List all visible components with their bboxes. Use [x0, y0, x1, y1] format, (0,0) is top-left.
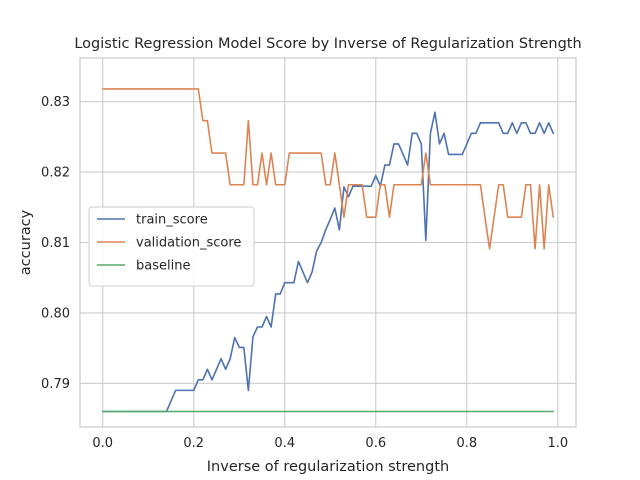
y-tick-label: 0.79	[41, 377, 70, 392]
series-lines	[101, 88, 555, 413]
legend-label: baseline	[136, 259, 190, 274]
x-tick-label: 0.6	[365, 436, 386, 451]
x-tick-labels: 0.0 0.2 0.4 0.6 0.8 1.0	[92, 436, 568, 451]
legend-label: train_score	[136, 213, 208, 228]
y-tick-label: 0.83	[41, 95, 70, 110]
x-tick-label: 0.0	[92, 436, 113, 451]
x-tick-label: 0.2	[183, 436, 204, 451]
legend-entry: train_score	[97, 213, 208, 228]
x-tick-label: 0.8	[456, 436, 477, 451]
x-axis-label: Inverse of regularization strength	[207, 459, 449, 475]
y-tick-label: 0.82	[41, 166, 70, 181]
y-axis-label: accuracy	[18, 209, 34, 275]
legend-box	[88, 206, 255, 287]
y-tick-labels: 0.79 0.80 0.81 0.82 0.83	[41, 95, 70, 392]
legend: train_score validation_score baseline	[88, 206, 255, 287]
x-tick-label: 0.4	[274, 436, 295, 451]
series-line-train-score	[101, 111, 555, 413]
y-tick-label: 0.81	[41, 236, 70, 251]
x-tick-label: 1.0	[547, 436, 568, 451]
legend-entries: train_score validation_score baseline	[97, 213, 241, 274]
chart-title: Logistic Regression Model Score by Inver…	[74, 36, 581, 52]
plot-frame	[79, 57, 577, 428]
legend-entry: baseline	[97, 259, 190, 274]
legend-entry: validation_score	[97, 236, 241, 251]
y-tick-label: 0.80	[41, 306, 70, 321]
legend-label: validation_score	[136, 236, 241, 251]
series-line-validation-score	[101, 88, 555, 250]
